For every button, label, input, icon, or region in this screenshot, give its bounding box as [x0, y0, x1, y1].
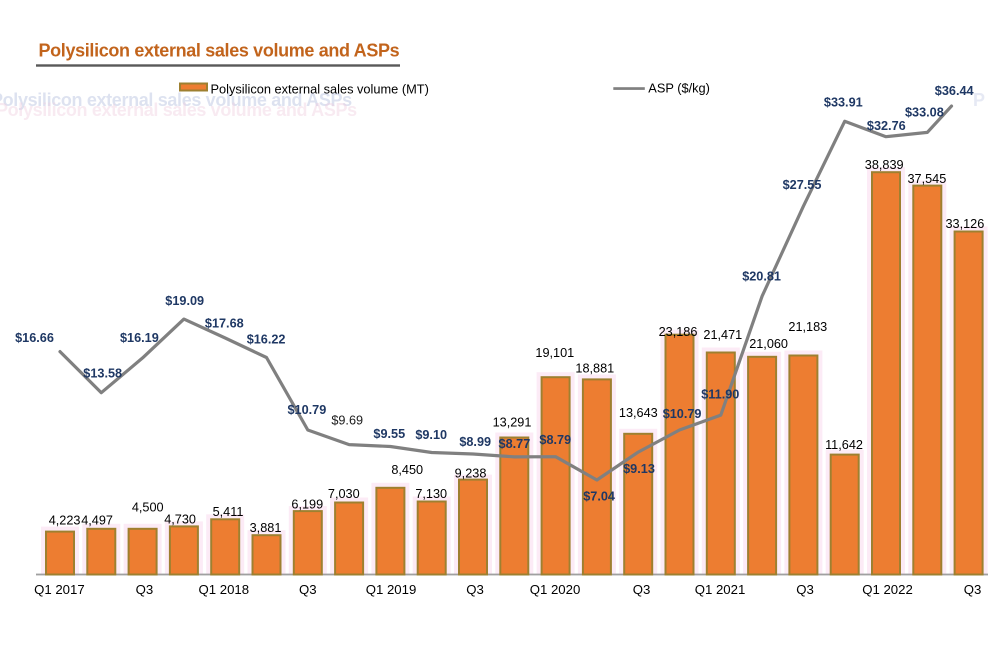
svg-text:19,101: 19,101	[535, 346, 574, 360]
svg-text:$17.68: $17.68	[205, 316, 244, 330]
svg-text:Q1 2017: Q1 2017	[34, 582, 85, 597]
svg-text:$10.79: $10.79	[663, 407, 702, 421]
svg-text:$33.08: $33.08	[905, 106, 944, 120]
svg-text:ASP ($/kg): ASP ($/kg)	[648, 81, 710, 96]
svg-text:$16.22: $16.22	[247, 332, 286, 346]
svg-text:4,730: 4,730	[164, 513, 196, 527]
svg-text:Q1 2022: Q1 2022	[862, 582, 913, 597]
svg-text:37,545: 37,545	[907, 172, 946, 186]
svg-text:18,881: 18,881	[575, 361, 614, 375]
svg-text:$33.91: $33.91	[824, 96, 863, 110]
svg-text:$8.99: $8.99	[459, 435, 491, 449]
svg-text:$9.55: $9.55	[373, 427, 405, 441]
svg-text:Q1 2018: Q1 2018	[199, 582, 250, 597]
svg-text:$9.13: $9.13	[623, 462, 655, 476]
svg-text:P: P	[973, 90, 985, 110]
svg-text:5,411: 5,411	[213, 505, 244, 519]
svg-text:21,183: 21,183	[788, 320, 827, 334]
svg-text:$9.10: $9.10	[415, 428, 447, 442]
svg-text:$36.44: $36.44	[935, 84, 974, 98]
svg-text:Polysilicon external sales vol: Polysilicon external sales volume and AS…	[0, 100, 357, 120]
svg-text:33,126: 33,126	[945, 217, 984, 231]
svg-text:$11.90: $11.90	[701, 388, 739, 402]
svg-text:6,199: 6,199	[291, 497, 323, 511]
svg-text:21,471: 21,471	[703, 328, 742, 342]
svg-text:Polysilicon external sales vol: Polysilicon external sales volume (MT)	[211, 81, 429, 96]
svg-text:$10.79: $10.79	[287, 403, 326, 417]
svg-text:Q3: Q3	[299, 582, 317, 597]
svg-text:4,497: 4,497	[81, 514, 113, 528]
svg-text:4,223: 4,223	[49, 514, 81, 528]
svg-text:$16.66: $16.66	[15, 331, 54, 345]
svg-text:9,238: 9,238	[455, 467, 487, 481]
svg-text:$13.58: $13.58	[83, 367, 122, 381]
svg-text:Q3: Q3	[633, 582, 651, 597]
svg-text:Q1 2021: Q1 2021	[695, 582, 746, 597]
svg-text:11,642: 11,642	[825, 438, 863, 452]
svg-text:$7.04: $7.04	[583, 490, 615, 504]
svg-text:13,291: 13,291	[493, 416, 532, 430]
svg-text:7,130: 7,130	[415, 487, 447, 501]
svg-text:$32.76: $32.76	[867, 119, 906, 133]
svg-text:Polysilicon external sales vol: Polysilicon external sales volume and AS…	[0, 90, 352, 110]
svg-text:Q1 2019: Q1 2019	[366, 582, 417, 597]
svg-text:Polysilicon external sales vol: Polysilicon external sales volume and AS…	[39, 41, 400, 61]
svg-text:38,839: 38,839	[865, 158, 904, 172]
svg-text:13,643: 13,643	[619, 406, 658, 420]
svg-text:$20.81: $20.81	[742, 270, 781, 284]
svg-text:$19.09: $19.09	[165, 294, 204, 308]
svg-text:$8.79: $8.79	[539, 433, 571, 447]
svg-text:$8.77: $8.77	[499, 437, 531, 451]
svg-text:8,450: 8,450	[391, 463, 423, 477]
svg-text:3,881: 3,881	[250, 521, 282, 535]
svg-text:Q1 2020: Q1 2020	[530, 582, 581, 597]
svg-text:Q3: Q3	[136, 582, 154, 597]
svg-text:Q3: Q3	[796, 582, 814, 597]
svg-text:$16.19: $16.19	[120, 331, 159, 345]
svg-text:23,186: 23,186	[659, 325, 698, 339]
svg-text:Q3: Q3	[964, 582, 982, 597]
svg-text:$9.69: $9.69	[331, 413, 363, 427]
svg-text:7,030: 7,030	[328, 487, 360, 501]
svg-text:$27.55: $27.55	[783, 178, 822, 192]
svg-text:21,060: 21,060	[749, 337, 788, 351]
svg-text:4,500: 4,500	[132, 501, 164, 515]
svg-text:Q3: Q3	[466, 582, 484, 597]
